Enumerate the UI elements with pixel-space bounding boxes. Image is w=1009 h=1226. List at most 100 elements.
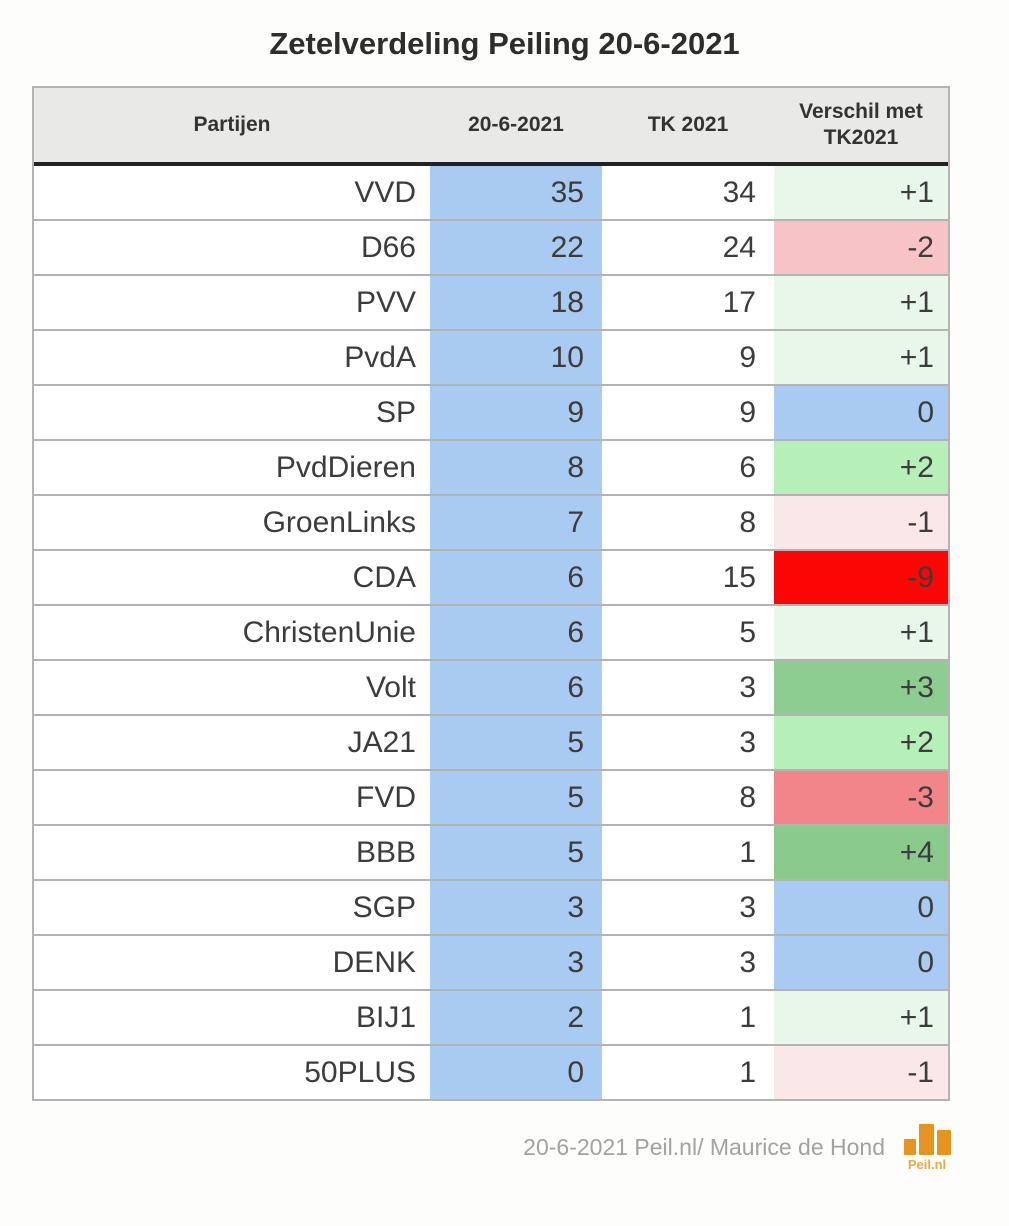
diff-cell: -9 xyxy=(774,551,948,604)
poll-seats-cell: 6 xyxy=(430,551,602,604)
tk-seats-cell: 3 xyxy=(739,725,756,759)
poll-seats-cell: 6 xyxy=(430,606,602,659)
poll-seats-cell: 6 xyxy=(430,661,602,714)
poll-seats-cell: 7 xyxy=(430,496,602,549)
header-verschil: Verschil met TK2021 xyxy=(774,99,948,152)
party-name-cell: SP xyxy=(375,395,416,429)
table-row: GroenLinks 7 8 -1 xyxy=(34,496,948,551)
tk-seats-cell: 17 xyxy=(722,285,756,319)
diff-cell: +4 xyxy=(774,826,948,879)
party-name-cell: PVV xyxy=(355,285,416,319)
tk-seats-cell: 9 xyxy=(739,340,756,374)
bar-chart-icon xyxy=(903,1123,951,1155)
party-name-cell: 50PLUS xyxy=(304,1055,416,1089)
table-row: SGP 3 3 0 xyxy=(34,881,948,936)
tk-seats-cell: 24 xyxy=(722,230,756,264)
diff-cell: +1 xyxy=(774,276,948,329)
header-partijen: Partijen xyxy=(193,112,271,136)
diff-cell: +1 xyxy=(774,166,948,219)
poll-seats-cell: 9 xyxy=(430,386,602,439)
table-row: DENK 3 3 0 xyxy=(34,936,948,991)
poll-seats-cell: 3 xyxy=(430,936,602,989)
table-row: SP 9 9 0 xyxy=(34,386,948,441)
party-name-cell: BBB xyxy=(355,835,416,869)
table-row: BBB 5 1 +4 xyxy=(34,826,948,881)
table-row: ChristenUnie 6 5 +1 xyxy=(34,606,948,661)
logo-label: Peil.nl xyxy=(907,1157,947,1172)
poll-seats-cell: 5 xyxy=(430,826,602,879)
poll-seats-cell: 0 xyxy=(430,1046,602,1099)
table-row: PvdDieren 8 6 +2 xyxy=(34,441,948,496)
table-row: CDA 6 15 -9 xyxy=(34,551,948,606)
tk-seats-cell: 1 xyxy=(739,835,756,869)
party-name-cell: D66 xyxy=(360,230,416,264)
table-row: 50PLUS 0 1 -1 xyxy=(34,1046,948,1099)
table-row: PvdA 10 9 +1 xyxy=(34,331,948,386)
header-verschil-line1: Verschil met xyxy=(799,99,923,123)
poll-seats-cell: 3 xyxy=(430,881,602,934)
table-row: FVD 5 8 -3 xyxy=(34,771,948,826)
party-name-cell: FVD xyxy=(356,780,416,814)
diff-cell: 0 xyxy=(774,881,948,934)
tk-seats-cell: 9 xyxy=(739,395,756,429)
party-name-cell: PvdA xyxy=(344,340,416,374)
diff-cell: +2 xyxy=(774,716,948,769)
party-name-cell: VVD xyxy=(354,175,416,209)
logo-bar-tall xyxy=(918,1124,934,1155)
tk-seats-cell: 3 xyxy=(739,890,756,924)
party-name-cell: Volt xyxy=(365,670,416,704)
party-name-cell: PvdDieren xyxy=(275,450,416,484)
poll-seats-cell: 5 xyxy=(430,771,602,824)
party-name-cell: ChristenUnie xyxy=(242,615,416,649)
diff-cell: 0 xyxy=(774,936,948,989)
page-title: Zetelverdeling Peiling 20-6-2021 xyxy=(269,26,740,61)
diff-cell: +2 xyxy=(774,441,948,494)
diff-cell: -2 xyxy=(774,221,948,274)
party-name-cell: SGP xyxy=(352,890,416,924)
poll-seats-cell: 22 xyxy=(430,221,602,274)
table-header-row: Partijen 20-6-2021 TK 2021 Verschil met … xyxy=(34,88,948,166)
diff-cell: +1 xyxy=(774,991,948,1044)
footer: 20-6-2021 Peil.nl/ Maurice de Hond Peil.… xyxy=(0,1123,1009,1172)
diff-cell: -3 xyxy=(774,771,948,824)
tk-seats-cell: 1 xyxy=(739,1055,756,1089)
poll-seats-cell: 2 xyxy=(430,991,602,1044)
header-poll-date: 20-6-2021 xyxy=(468,112,564,136)
tk-seats-cell: 3 xyxy=(739,945,756,979)
table-row: BIJ1 2 1 +1 xyxy=(34,991,948,1046)
logo-bar-small xyxy=(903,1139,916,1155)
party-name-cell: GroenLinks xyxy=(262,505,416,539)
party-name-cell: CDA xyxy=(352,560,416,594)
diff-cell: +1 xyxy=(774,606,948,659)
diff-cell: 0 xyxy=(774,386,948,439)
table-row: VVD 35 34 +1 xyxy=(34,166,948,221)
party-name-cell: BIJ1 xyxy=(355,1000,416,1034)
table-row: Volt 6 3 +3 xyxy=(34,661,948,716)
header-verschil-line2: TK2021 xyxy=(823,126,899,149)
table-row: D66 22 24 -2 xyxy=(34,221,948,276)
tk-seats-cell: 15 xyxy=(722,560,756,594)
logo-bar-medium xyxy=(936,1130,951,1155)
tk-seats-cell: 6 xyxy=(739,450,756,484)
party-name-cell: JA21 xyxy=(347,725,416,759)
diff-cell: +1 xyxy=(774,331,948,384)
poll-seats-cell: 35 xyxy=(430,166,602,219)
tk-seats-cell: 3 xyxy=(739,670,756,704)
tk-seats-cell: 8 xyxy=(739,780,756,814)
tk-seats-cell: 5 xyxy=(739,615,756,649)
party-name-cell: DENK xyxy=(332,945,416,979)
poll-seats-cell: 10 xyxy=(430,331,602,384)
table-row: JA21 5 3 +2 xyxy=(34,716,948,771)
diff-cell: -1 xyxy=(774,496,948,549)
poll-seats-cell: 5 xyxy=(430,716,602,769)
table-row: PVV 18 17 +1 xyxy=(34,276,948,331)
poll-seats-cell: 18 xyxy=(430,276,602,329)
poll-seats-cell: 8 xyxy=(430,441,602,494)
tk-seats-cell: 34 xyxy=(722,175,756,209)
tk-seats-cell: 1 xyxy=(739,1000,756,1034)
poll-table: Partijen 20-6-2021 TK 2021 Verschil met … xyxy=(32,86,950,1101)
diff-cell: -1 xyxy=(774,1046,948,1099)
credit-text: 20-6-2021 Peil.nl/ Maurice de Hond xyxy=(523,1134,885,1160)
diff-cell: +3 xyxy=(774,661,948,714)
peil-logo: Peil.nl xyxy=(901,1123,953,1172)
